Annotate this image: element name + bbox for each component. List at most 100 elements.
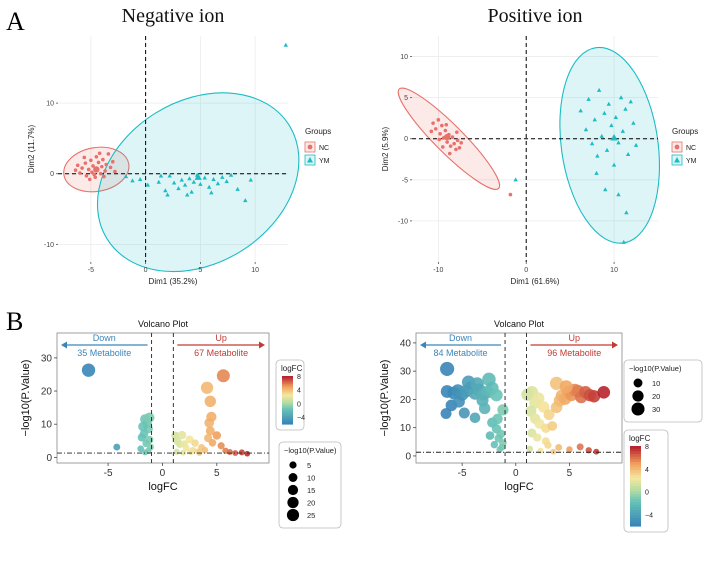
volcano-point [497, 404, 509, 416]
volcano-point [543, 409, 555, 421]
down-arrow-head [420, 341, 426, 349]
color-legend-title: logFC [281, 364, 303, 373]
point-ym [243, 198, 248, 203]
point-ym [616, 192, 621, 197]
legend-symbol-nc [674, 144, 680, 150]
point-ym [206, 184, 212, 189]
size-legend-label: 25 [307, 511, 315, 520]
color-bar-segment [282, 377, 293, 380]
volcano-point [238, 449, 245, 456]
point-ym [220, 174, 225, 179]
volcano-point [593, 448, 600, 455]
legend-label-ym: YM [319, 158, 330, 165]
down-label: Down [93, 333, 116, 343]
volcano-point [180, 449, 187, 456]
x-tick-label: -5 [88, 267, 94, 274]
color-bar-segment [282, 376, 293, 379]
centroid-ym [610, 133, 618, 141]
point-ym [624, 210, 629, 215]
plot-panel [56, 332, 270, 464]
point-nc [106, 152, 111, 156]
color-bar-segment [630, 451, 641, 455]
volcano-point [469, 412, 481, 424]
y-tick-label: -5 [402, 177, 408, 184]
color-bar-segment [630, 504, 641, 508]
point-ym [611, 162, 617, 167]
x-tick-label: 5 [567, 468, 573, 479]
x-tick-label: 5 [198, 267, 202, 274]
point-nc [459, 141, 464, 145]
point-ym [228, 172, 234, 177]
legend-label-nc: NC [319, 145, 329, 152]
volcano-point [470, 377, 484, 391]
color-bar-segment [630, 486, 641, 490]
point-nc [103, 169, 107, 173]
y-tick-label: 20 [400, 395, 412, 406]
point-nc [448, 144, 453, 148]
volcano-point [187, 449, 194, 456]
point-ym [586, 96, 591, 101]
size-legend-label: 30 [652, 405, 660, 414]
point-ym [613, 114, 619, 119]
volcano-point [138, 421, 148, 432]
y-tick-label: 0 [50, 171, 54, 178]
color-bar-segment [282, 384, 293, 387]
legend-title: Groups [672, 127, 698, 136]
color-bar-segment [630, 462, 641, 466]
point-nc [73, 168, 78, 172]
point-ym [185, 192, 190, 197]
volcano-point [440, 361, 455, 376]
y-tick-label: 0 [404, 136, 408, 143]
point-ym [620, 128, 626, 133]
point-nc [102, 174, 106, 179]
color-legend-tick: 4 [297, 388, 301, 395]
up-count: 67 Metabolite [194, 348, 248, 358]
volcano-point [537, 447, 544, 454]
point-nc [80, 166, 84, 170]
up-arrow-head [259, 341, 265, 349]
color-bar-segment [630, 512, 641, 516]
down-count: 84 Metabolite [434, 348, 488, 358]
size-legend-dot [632, 390, 644, 402]
color-bar-segment [282, 385, 293, 388]
x-tick-label: -5 [104, 468, 113, 479]
color-bar-segment [630, 496, 641, 500]
y-tick-label: 10 [41, 420, 53, 431]
point-ym [165, 192, 170, 197]
volcano-point [191, 439, 199, 447]
point-nc [445, 140, 449, 144]
point-ym [602, 110, 607, 115]
point-ym [211, 176, 216, 181]
legend-title: Groups [305, 127, 331, 136]
point-ym [606, 101, 611, 106]
size-legend-dot [287, 484, 299, 496]
color-bar-segment [630, 446, 641, 450]
point-nc [431, 121, 435, 125]
y-axis-label: Dim2 (11.7%) [27, 125, 36, 174]
size-legend-label: 15 [307, 486, 315, 495]
point-nc [447, 151, 452, 156]
point-nc [98, 171, 103, 176]
color-bar-segment [630, 515, 641, 519]
point-nc [454, 147, 458, 152]
point-ym [609, 123, 614, 128]
size-legend-dot [288, 473, 298, 482]
point-ym [616, 140, 621, 145]
x-tick-label: 10 [251, 267, 259, 274]
point-nc [452, 141, 456, 146]
volcano-point [485, 431, 495, 440]
color-bar-segment [282, 414, 293, 417]
chart-title: Positive ion [487, 5, 582, 27]
y-tick-label: 30 [41, 353, 53, 364]
volcano-point [113, 443, 121, 451]
color-bar-segment [282, 417, 293, 420]
x-axis-label: logFC [504, 481, 533, 493]
color-bar-segment [630, 483, 641, 487]
point-ym [631, 120, 636, 125]
color-bar-segment [630, 480, 641, 484]
color-bar-segment [282, 419, 293, 422]
point-nc [450, 135, 455, 139]
point-nc [92, 172, 96, 177]
size-legend-label: 20 [652, 392, 660, 401]
volcano-point [185, 435, 194, 444]
